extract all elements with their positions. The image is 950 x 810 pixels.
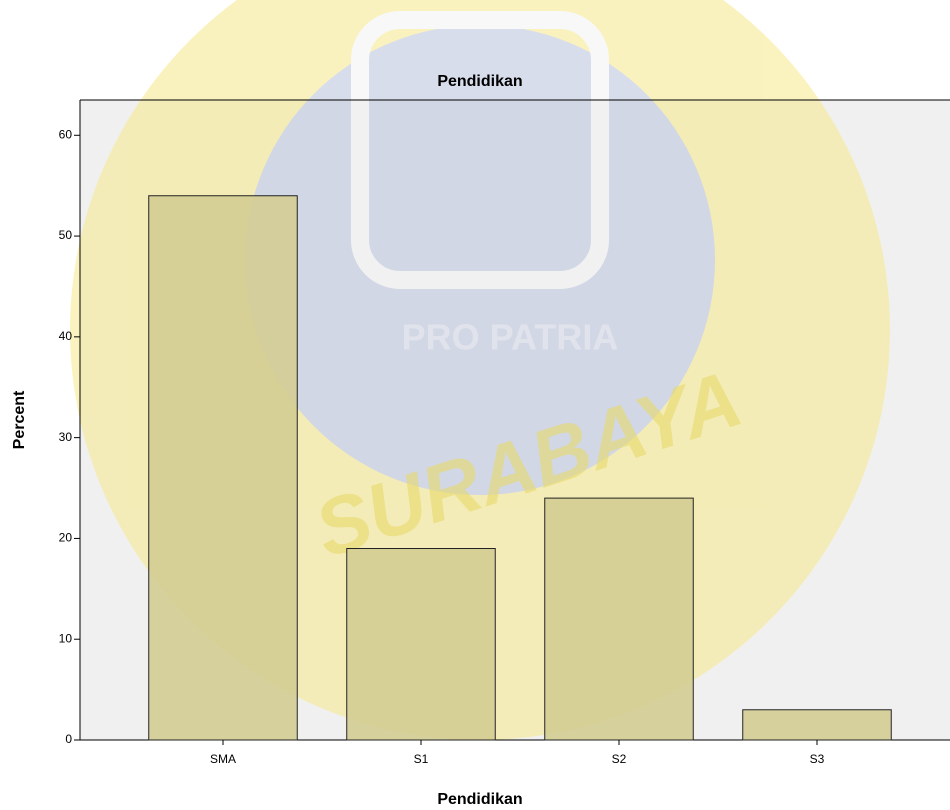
y-tick-label: 0 [65,732,72,746]
watermark-text: PRO PATRIA [402,317,619,358]
bar [544,497,694,741]
x-tick-label: S3 [810,752,825,766]
chart-title: Pendidikan [437,73,522,90]
y-axis-label: Percent [11,390,28,449]
watermark-emblem [351,11,609,289]
y-tick-label: 20 [59,531,73,545]
y-tick-label: 60 [59,127,73,141]
bar [148,195,298,741]
bar [346,548,496,741]
y-tick-label: 40 [59,329,73,343]
y-tick-label: 50 [59,228,73,242]
x-tick-label: SMA [210,752,236,766]
y-tick-label: 30 [59,430,73,444]
x-tick-label: S1 [414,752,429,766]
bar [742,709,892,741]
y-tick-label: 10 [59,631,73,645]
x-axis-label: Pendidikan [437,791,522,808]
x-tick-label: S2 [612,752,627,766]
